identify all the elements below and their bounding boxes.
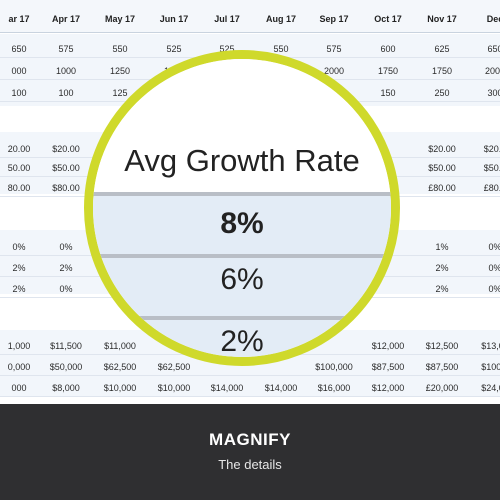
footer-title: MAGNIFY [209,430,291,449]
column-header: Aug 17 [265,14,296,24]
column-header: Nov 17 [427,14,457,24]
lens-header-row [93,59,391,192]
column-header: Jul 17 [214,14,240,24]
lens-row-2 [93,258,391,316]
table-cell: 100 [58,88,74,98]
table-cell: 550 [273,44,289,54]
table-cell: $62,500 [157,362,191,372]
table-cell: $87,500 [371,362,405,372]
table-cell: $12,000 [371,383,405,393]
row-divider [0,375,500,376]
table-cell: 525 [166,44,182,54]
table-cell: £80.0 [483,183,500,193]
table-cell: $20.0 [483,144,500,154]
table-cell: 2% [12,263,26,273]
table-cell: $87,500 [425,362,459,372]
table-cell: $50.00 [52,163,80,173]
table-cell: 1750 [431,66,453,76]
column-header-row [0,0,500,33]
table-cell: 2000 [484,66,500,76]
table-cell: 1% [435,242,449,252]
table-cell: $20.00 [52,144,80,154]
magnifier-lens: Avg Growth Rate 8% 6% 2% [84,50,400,366]
table-cell: $80.00 [52,183,80,193]
column-header: Sep 17 [319,14,349,24]
table-cell: 0% [488,263,500,273]
table-cell: 2% [435,263,449,273]
lens-value-3: 2% [220,325,264,358]
lens-header-label: Avg Growth Rate [124,143,360,178]
footer-subtitle: The details [218,457,282,472]
table-cell: $100,0 [481,362,500,372]
column-header: Jun 17 [159,14,189,24]
table-cell: 1,000 [7,341,31,351]
table-cell: 2% [12,284,26,294]
column-header: ar 17 [8,14,30,24]
table-cell: $24,00 [481,383,500,393]
table-cell: 250 [434,88,450,98]
table-cell: 300 [487,88,500,98]
table-cell: 80.00 [7,183,31,193]
table-cell: 20.00 [7,144,31,154]
table-cell: 50.00 [7,163,31,173]
table-cell: 100 [11,88,27,98]
table-cell: $13,00 [481,341,500,351]
row-divider [0,396,500,397]
table-cell: 000 [11,66,27,76]
table-cell: 0% [488,284,500,294]
lens-value-2: 6% [220,263,264,296]
table-cell: $8,000 [52,383,80,393]
table-cell: 625 [434,44,450,54]
lens-separator [93,192,391,196]
table-cell: 1000 [55,66,77,76]
table-cell: $16,000 [317,383,351,393]
column-header: Dec [486,14,500,24]
table-cell: $11,500 [50,341,82,351]
table-cell: $14,000 [264,383,298,393]
column-header: Apr 17 [51,14,80,24]
lens-separator [93,254,391,258]
table-cell: 600 [380,44,396,54]
table-cell: 0% [59,284,73,294]
table-cell: $20.00 [428,144,456,154]
column-header: May 17 [104,14,136,24]
table-cell: $50.0 [483,163,500,173]
table-cell: 0% [12,242,26,252]
table-cell: 0,000 [7,362,31,372]
table-cell: 650 [487,44,500,54]
table-cell: 0% [488,242,500,252]
table-cell: 0% [59,242,73,252]
table-cell: 650 [11,44,27,54]
table-cell: 575 [58,44,74,54]
table-cell: $10,000 [157,383,191,393]
table-cell: 575 [326,44,342,54]
table-cell: $62,500 [103,362,137,372]
column-header: Oct 17 [374,14,402,24]
table-cell: £80.00 [428,183,456,193]
table-cell: £20,000 [425,383,459,393]
lens-separator [93,316,391,320]
lens-row-3 [93,320,391,357]
footer-banner [0,404,500,500]
table-cell: $12,500 [425,341,459,351]
table-cell: 525 [219,44,235,54]
table-cell: $10,000 [103,383,137,393]
table-cell: 550 [112,44,128,54]
lens-value-1: 8% [220,207,264,240]
table-cell: $100,000 [315,362,353,372]
table-cell: $14,000 [210,383,244,393]
table-cell: 2% [435,284,449,294]
table-cell: $50.00 [428,163,456,173]
table-cell: $50,000 [49,362,83,372]
table-cell: 000 [11,383,27,393]
lens-row-1 [93,196,391,254]
table-cell: 2% [59,263,73,273]
